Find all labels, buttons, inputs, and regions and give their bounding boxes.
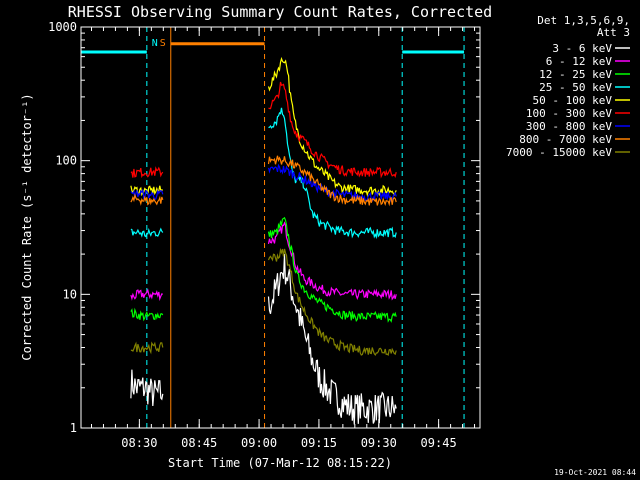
series-6-segment-0 — [130, 188, 164, 201]
x-axis-label: Start Time (07-Mar-12 08:15:22) — [168, 456, 392, 470]
night-label: N — [152, 38, 158, 49]
y-tick-label-0: 1 — [70, 421, 77, 435]
footer-date: 19-Oct-2021 08:44 — [554, 468, 636, 477]
series-8 — [130, 247, 397, 356]
chart-title: RHESSI Observing Summary Count Rates, Co… — [68, 3, 492, 21]
x-tick-label-5: 09:45 — [421, 436, 457, 450]
x-tick-label-0: 08:30 — [121, 436, 157, 450]
series-6-segment-1 — [267, 163, 397, 203]
series-7-segment-1 — [267, 155, 397, 207]
series-7-segment-0 — [130, 193, 164, 206]
series-6 — [130, 163, 397, 203]
x-tick-label-4: 09:30 — [361, 436, 397, 450]
x-tick-label-2: 09:00 — [241, 436, 277, 450]
legend-label-1: 6 - 12 keV — [546, 55, 613, 68]
series-8-segment-0 — [130, 341, 164, 355]
series-7 — [130, 155, 397, 207]
legend-label-6: 300 - 800 keV — [526, 120, 612, 133]
series-2-segment-0 — [130, 307, 164, 322]
legend-label-4: 50 - 100 keV — [533, 94, 613, 107]
legend-label-7: 800 - 7000 keV — [519, 133, 612, 146]
series-4-segment-1 — [267, 56, 397, 198]
legend-label-3: 25 - 50 keV — [539, 81, 612, 94]
series-8-segment-1 — [267, 247, 397, 356]
legend-label-2: 12 - 25 keV — [539, 68, 612, 81]
series-0-segment-0 — [130, 369, 164, 407]
series-5-segment-0 — [130, 166, 164, 179]
legend-header-1: Att 3 — [597, 26, 630, 39]
series-5-segment-1 — [268, 81, 397, 179]
legend-label-5: 100 - 300 keV — [526, 107, 612, 120]
series-0 — [130, 253, 397, 425]
x-tick-label-1: 08:45 — [181, 436, 217, 450]
series-2-segment-1 — [267, 216, 397, 323]
series-5 — [130, 81, 397, 179]
y-tick-label-3: 1000 — [48, 20, 77, 34]
series-3-segment-0 — [130, 227, 164, 238]
y-axis-label: Corrected Count Rate (s⁻¹ detector⁻¹) — [20, 93, 34, 360]
series-layer — [130, 56, 397, 425]
x-tick-label-3: 09:15 — [301, 436, 337, 450]
series-0-segment-1 — [267, 253, 397, 425]
series-3-segment-1 — [268, 107, 397, 240]
y-tick-label-2: 100 — [55, 154, 77, 168]
legend-label-8: 7000 - 15000 keV — [506, 146, 612, 159]
axis-layer: 1 10 100 1000 08:30 08:45 09:00 09:15 09:30 09:45 — [48, 20, 480, 450]
legend-label-0: 3 - 6 keV — [552, 42, 612, 55]
series-2 — [130, 216, 397, 323]
series-1-segment-0 — [130, 288, 164, 302]
plot-frame — [80, 26, 481, 429]
saa-label: S — [160, 38, 166, 49]
series-3 — [130, 107, 397, 240]
y-tick-label-1: 10 — [63, 287, 77, 301]
legend-header-0: Det 1,3,5,6,9, — [537, 14, 630, 27]
